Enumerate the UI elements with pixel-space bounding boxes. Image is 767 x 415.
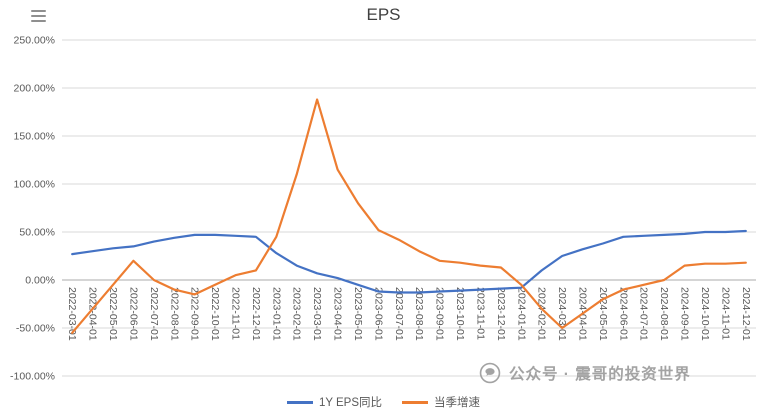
x-axis-tick-label: 2024-01-01: [515, 287, 527, 341]
x-axis-tick-label: 2024-12-01: [740, 287, 752, 341]
watermark-text: 公众号 · 震哥的投资世界: [509, 366, 691, 383]
x-axis-tick-label: 2024-06-01: [617, 287, 629, 341]
wechat-official-account-icon: [479, 362, 501, 384]
menu-icon[interactable]: [31, 10, 46, 22]
x-axis-tick-label: 2023-03-01: [311, 287, 323, 341]
legend-line-swatch-blue: [286, 400, 313, 404]
legend-item-eps-yoy: 1Y EPS同比: [286, 394, 383, 410]
x-axis-tick-label: 2023-04-01: [332, 287, 344, 341]
x-axis-tick-label: 2022-03-01: [66, 287, 78, 341]
x-axis-tick-label: 2023-10-01: [454, 287, 466, 341]
x-axis-tick-label: 2024-07-01: [638, 287, 650, 341]
x-axis-tick-label: 2024-09-01: [679, 287, 691, 341]
x-axis-tick-label: 2024-08-01: [658, 287, 670, 341]
menu-icon-bar: [31, 15, 46, 17]
x-axis-tick-label: 2022-08-01: [168, 287, 180, 341]
x-axis-tick-label: 2023-02-01: [291, 287, 303, 341]
x-axis-tick-label: 2023-07-01: [393, 287, 405, 341]
x-axis-tick-label: 2023-12-01: [495, 287, 507, 341]
y-axis-tick-label: 250.00%: [14, 35, 55, 47]
menu-icon-bar: [31, 20, 46, 22]
x-axis-tick-label: 2022-09-01: [189, 287, 201, 341]
y-axis-tick-label: -50.00%: [16, 323, 55, 335]
x-axis-tick-label: 2024-11-01: [719, 287, 731, 340]
x-axis-tick-label: 2022-11-01: [230, 287, 242, 340]
x-axis-tick-label: 2023-09-01: [434, 287, 446, 341]
legend-line-swatch-orange: [402, 400, 429, 404]
watermark: 公众号 · 震哥的投资世界: [479, 362, 691, 384]
x-axis-tick-label: 2023-06-01: [372, 287, 384, 341]
y-axis-tick-label: 100.00%: [14, 179, 55, 191]
y-axis-tick-label: 150.00%: [14, 131, 55, 143]
x-axis-tick-label: 2024-02-01: [536, 287, 548, 341]
x-axis-tick-label: 2023-01-01: [270, 287, 282, 341]
x-axis-tick-label: 2022-04-01: [87, 287, 99, 341]
legend-label: 当季增速: [434, 397, 481, 409]
series-line-1: [71, 98, 747, 334]
legend-label: 1Y EPS同比: [318, 397, 383, 409]
x-axis-tick-label: 2022-10-01: [209, 287, 221, 341]
legend-item-quarter-growth: 当季增速: [402, 394, 480, 410]
chart-legend: 1Y EPS同比 当季增速: [0, 394, 767, 410]
y-axis-tick-label: 0.00%: [25, 275, 55, 287]
x-axis-tick-label: 2022-05-01: [107, 287, 119, 341]
x-axis-tick-label: 2024-10-01: [699, 287, 711, 341]
x-axis-tick-label: 2023-08-01: [413, 287, 425, 341]
x-axis-tick-label: 2024-03-01: [556, 287, 568, 341]
x-axis-tick-label: 2022-06-01: [127, 287, 139, 341]
chart-title: EPS: [366, 5, 401, 24]
y-axis-tick-label: 50.00%: [19, 227, 55, 239]
x-axis-tick-label: 2022-12-01: [250, 287, 262, 341]
y-axis-tick-label: -100.00%: [10, 371, 55, 383]
series-line-0: [71, 229, 747, 294]
x-axis-tick-label: 2024-05-01: [597, 287, 609, 341]
y-axis-tick-label: 200.00%: [14, 83, 55, 95]
menu-icon-bar: [31, 10, 46, 12]
x-axis-tick-label: 2023-11-01: [474, 287, 486, 340]
x-axis-tick-label: 2023-05-01: [352, 287, 364, 341]
x-axis-tick-label: 2022-07-01: [148, 287, 160, 341]
